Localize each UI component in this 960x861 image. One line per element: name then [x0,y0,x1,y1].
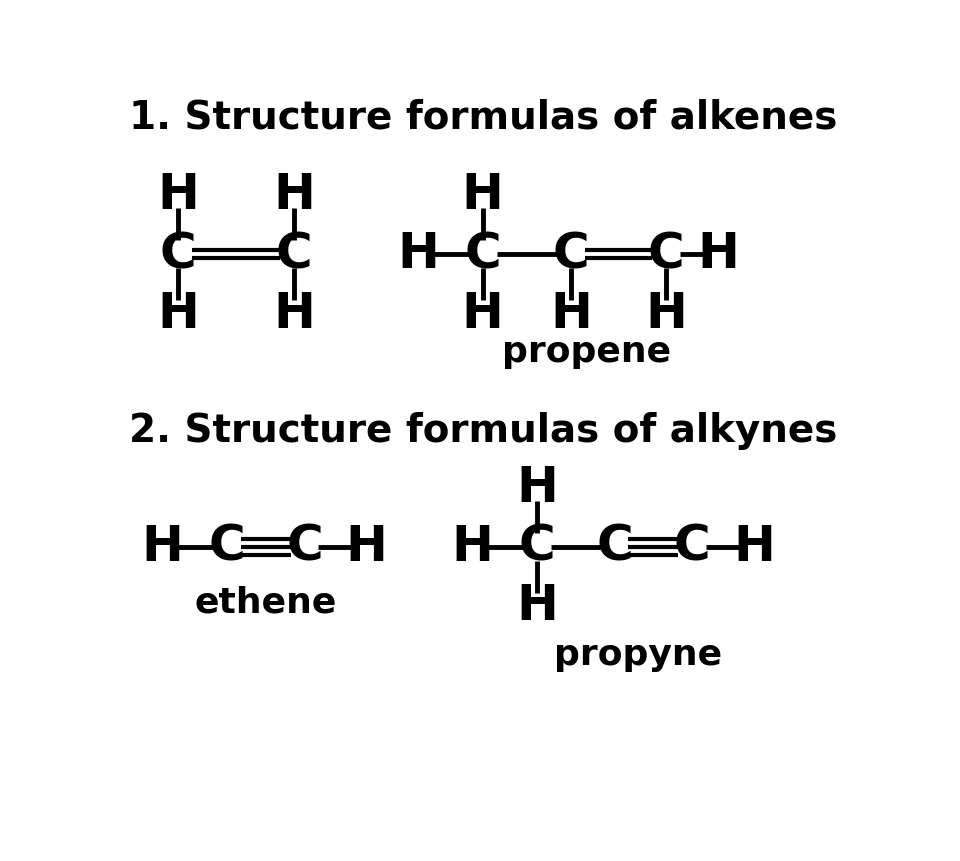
Text: H: H [645,289,687,338]
Text: H: H [274,289,315,338]
Text: C: C [208,523,246,571]
Text: C: C [159,230,197,278]
Text: H: H [157,171,199,219]
Text: C: C [596,523,633,571]
Text: H: H [157,289,199,338]
Text: C: C [553,230,589,278]
Text: C: C [648,230,684,278]
Text: 2. Structure formulas of alkynes: 2. Structure formulas of alkynes [130,412,838,450]
Text: C: C [276,230,313,278]
Text: C: C [465,230,501,278]
Text: propyne: propyne [554,638,722,672]
Text: H: H [697,230,739,278]
Text: 1. Structure formulas of alkenes: 1. Structure formulas of alkenes [130,99,838,137]
Text: C: C [286,523,323,571]
Text: H: H [452,523,493,571]
Text: H: H [462,289,504,338]
Text: H: H [516,463,558,511]
Text: C: C [518,523,555,571]
Text: H: H [462,171,504,219]
Text: H: H [274,171,315,219]
Text: propene: propene [501,335,671,369]
Text: ethene: ethene [195,585,337,619]
Text: H: H [516,582,558,630]
Text: C: C [674,523,710,571]
Text: H: H [397,230,440,278]
Text: H: H [142,523,183,571]
Text: H: H [733,523,775,571]
Text: H: H [346,523,388,571]
Text: H: H [550,289,592,338]
